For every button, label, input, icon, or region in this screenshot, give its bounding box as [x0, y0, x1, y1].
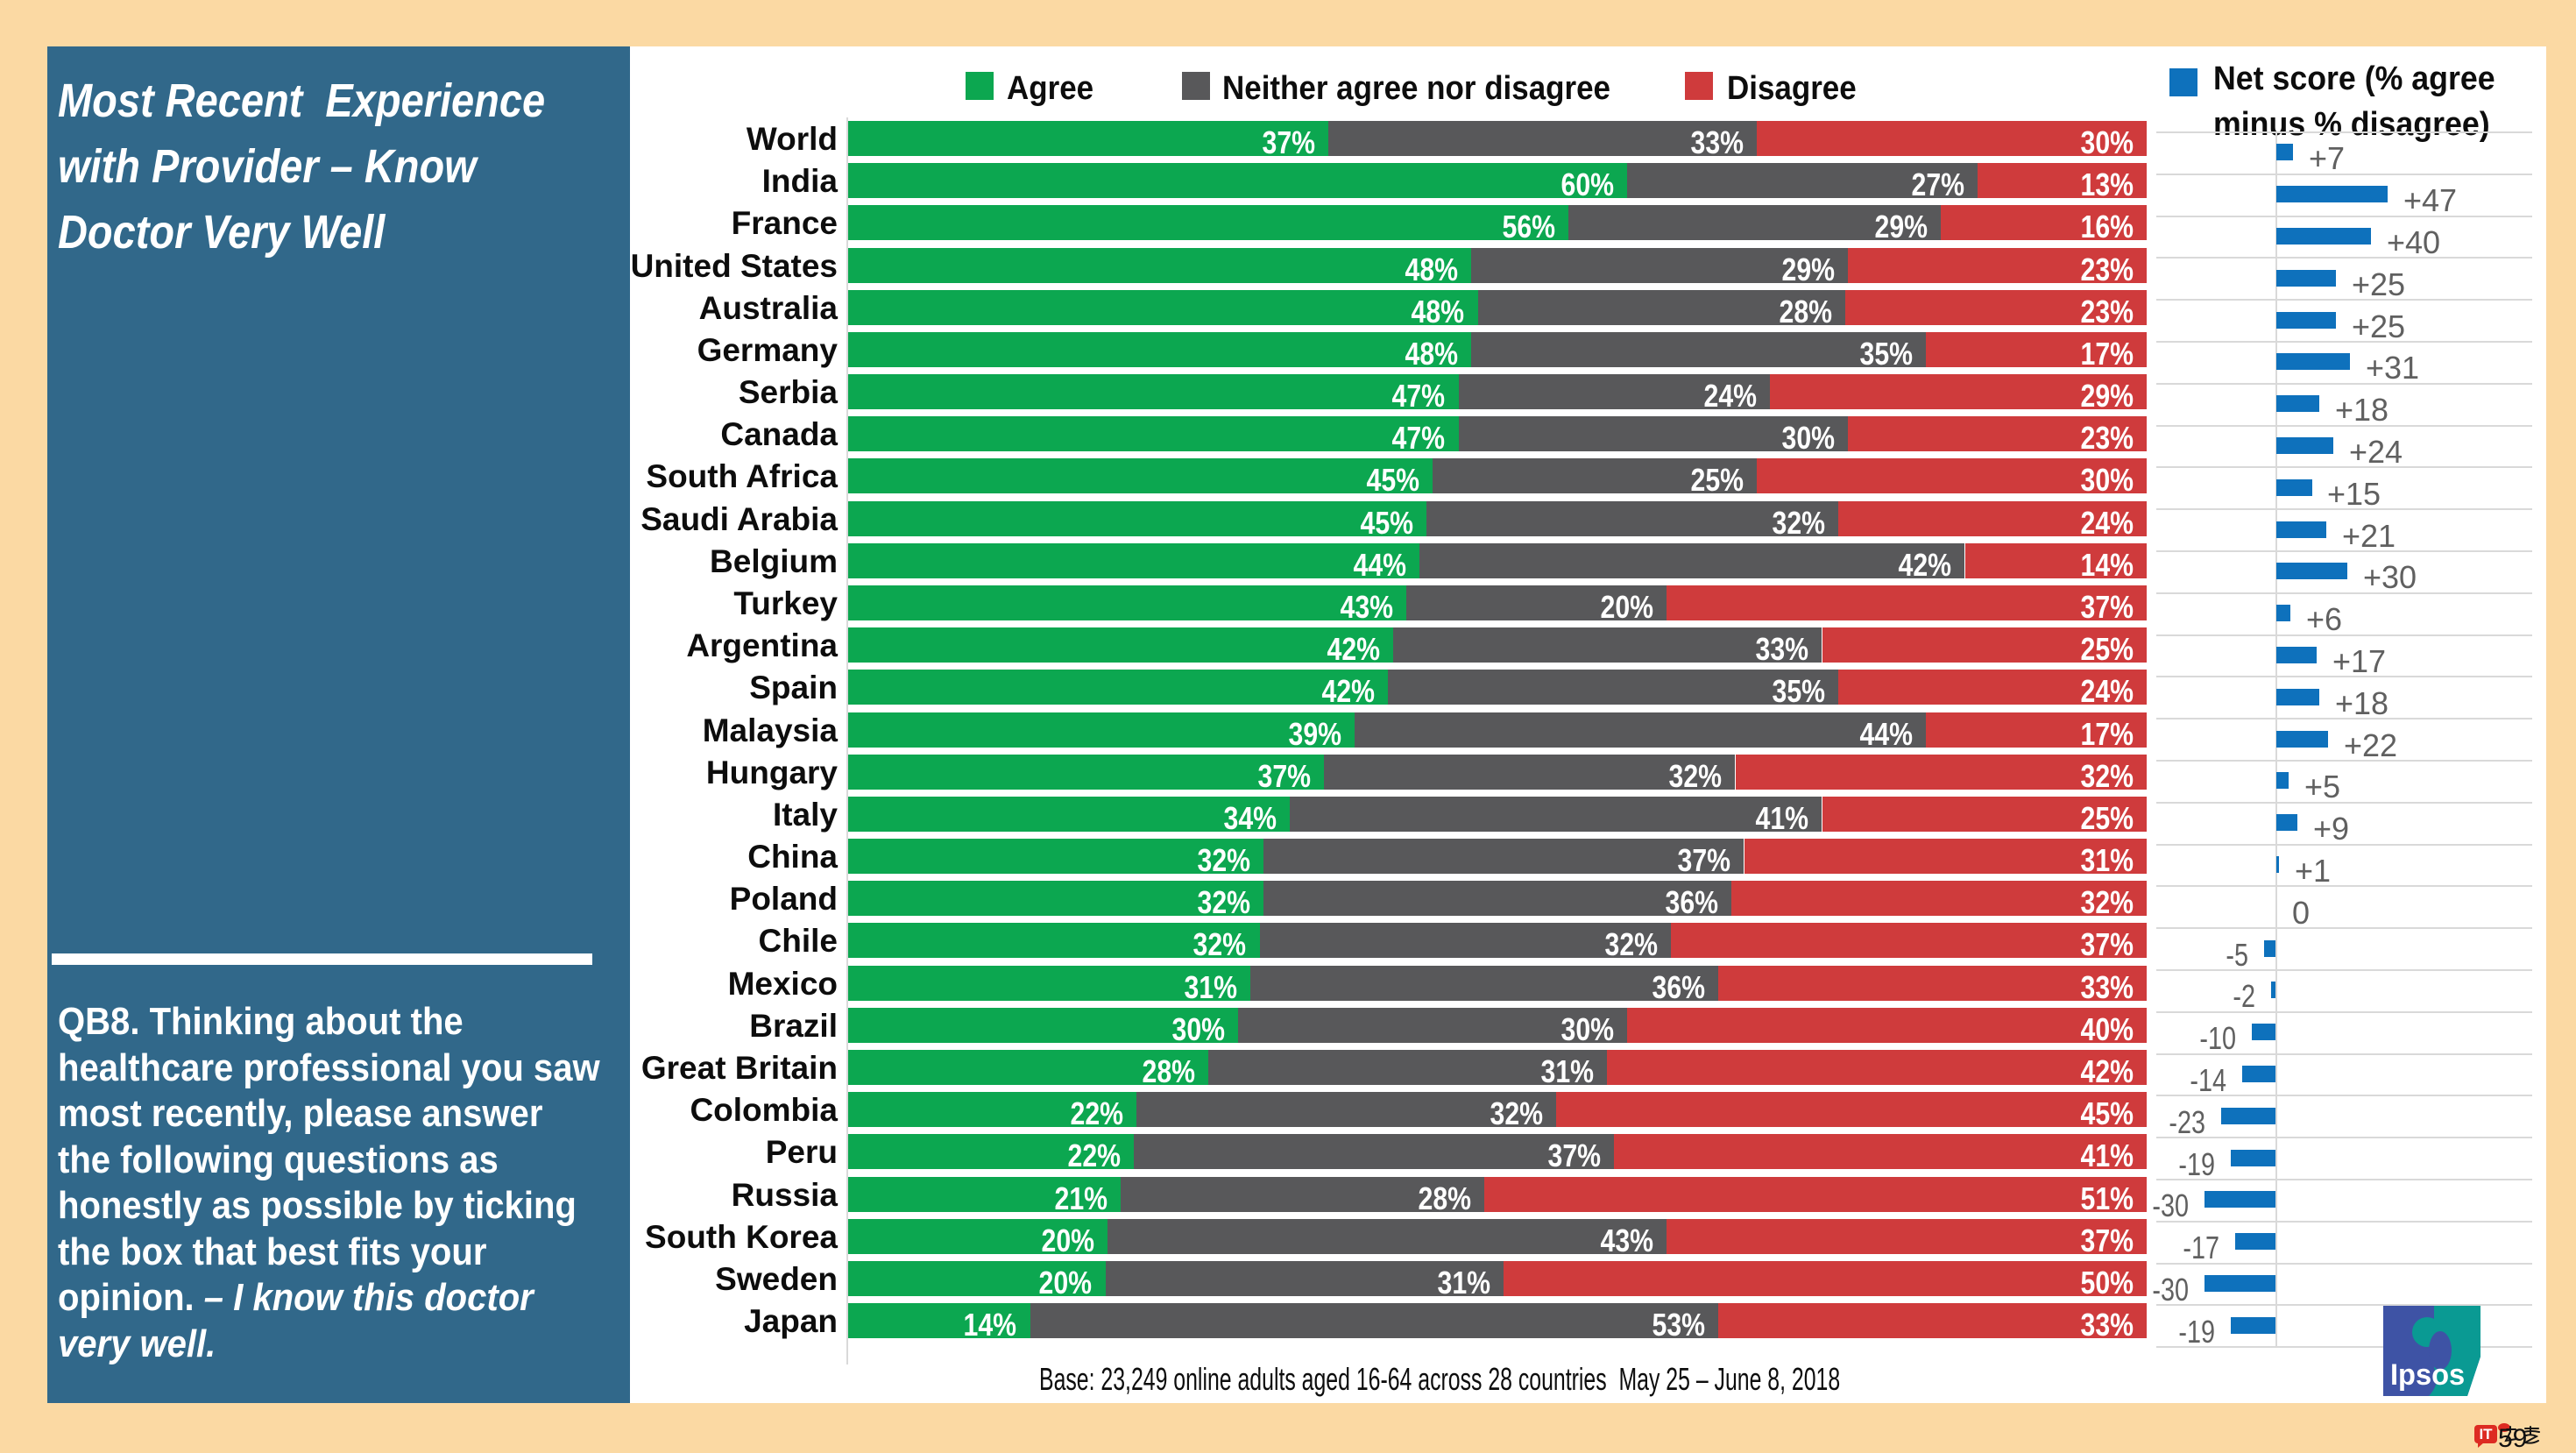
- svg-text:Ipsos: Ipsos: [2390, 1358, 2465, 1392]
